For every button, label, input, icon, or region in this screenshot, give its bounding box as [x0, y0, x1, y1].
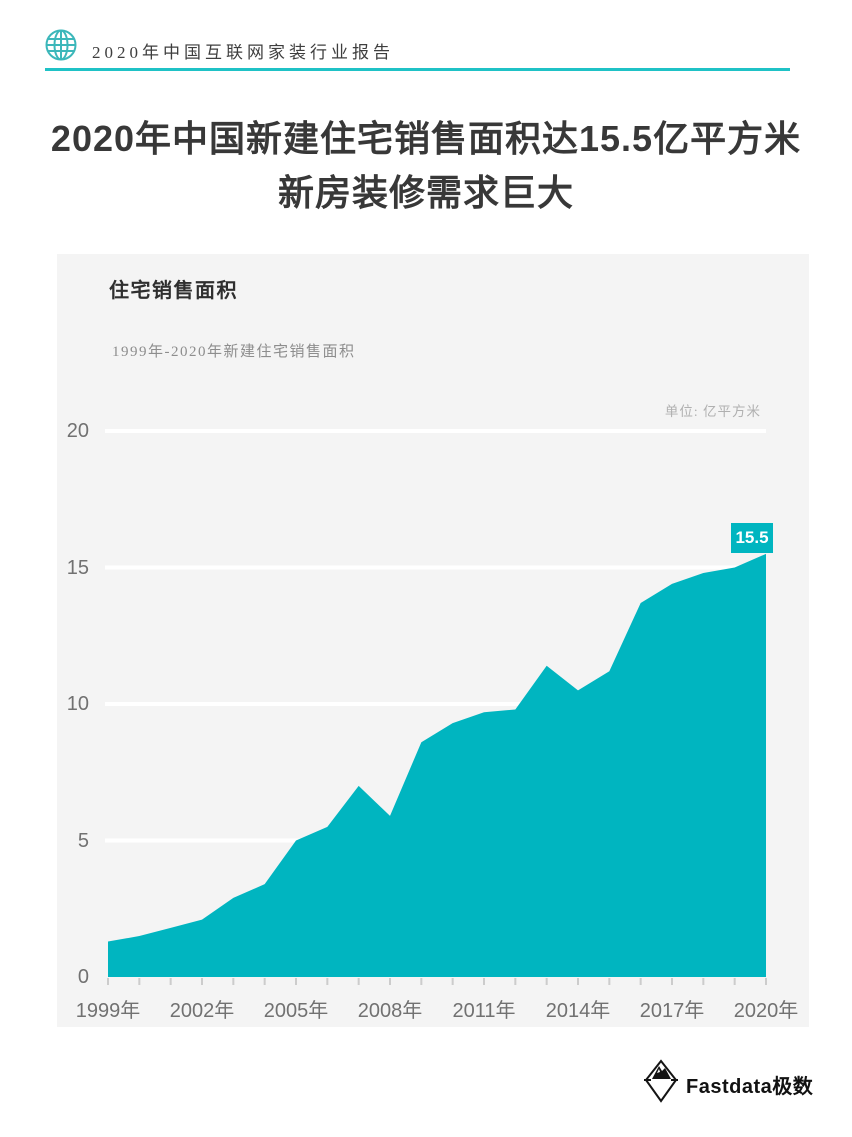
report-title: 2020年中国互联网家装行业报告 [92, 43, 394, 62]
x-axis-label: 2011年 [452, 1000, 516, 1022]
page-title: 2020年中国新建住宅销售面积达15.5亿平方米 新房装修需求巨大 [0, 112, 852, 220]
chart-title: 住宅销售面积 [109, 280, 238, 302]
x-axis-label: 1999年 [75, 1000, 141, 1022]
fastdata-mountain-icon [644, 1059, 678, 1103]
page-title-line1: 2020年中国新建住宅销售面积达15.5亿平方米 [50, 118, 802, 159]
unit-label: 单位: 亿平方米 [664, 404, 761, 419]
x-axis-label: 2008年 [357, 1000, 423, 1022]
x-axis-label: 2017年 [639, 1000, 705, 1022]
header-rule [45, 68, 790, 71]
area-series [108, 553, 766, 977]
y-axis-label: 20 [66, 420, 89, 442]
area-chart [105, 429, 767, 985]
brand-text: Fastdata极数 [686, 1076, 814, 1098]
page-header: 2020年中国互联网家装行业报告 [0, 0, 852, 80]
y-axis-label: 5 [77, 829, 89, 852]
chart-panel: 住宅销售面积 1999年-2020年新建住宅销售面积 单位: 亿平方米 0 5 10… [57, 254, 809, 1027]
globe-icon [45, 29, 77, 61]
x-axis-label: 2005年 [263, 1000, 329, 1022]
x-axis-label: 2014年 [545, 1000, 611, 1022]
y-axis-label: 0 [77, 966, 89, 988]
end-value-label: 15.5 [731, 522, 773, 553]
chart-subtitle: 1999年-2020年新建住宅销售面积 [112, 344, 356, 360]
y-axis-label: 15 [66, 556, 89, 579]
x-axis-label: 2002年 [169, 1000, 235, 1022]
page-title-line2: 新房装修需求巨大 [277, 172, 574, 213]
y-axis-label: 10 [66, 693, 89, 715]
x-axis-label: 2020年 [733, 1000, 799, 1022]
